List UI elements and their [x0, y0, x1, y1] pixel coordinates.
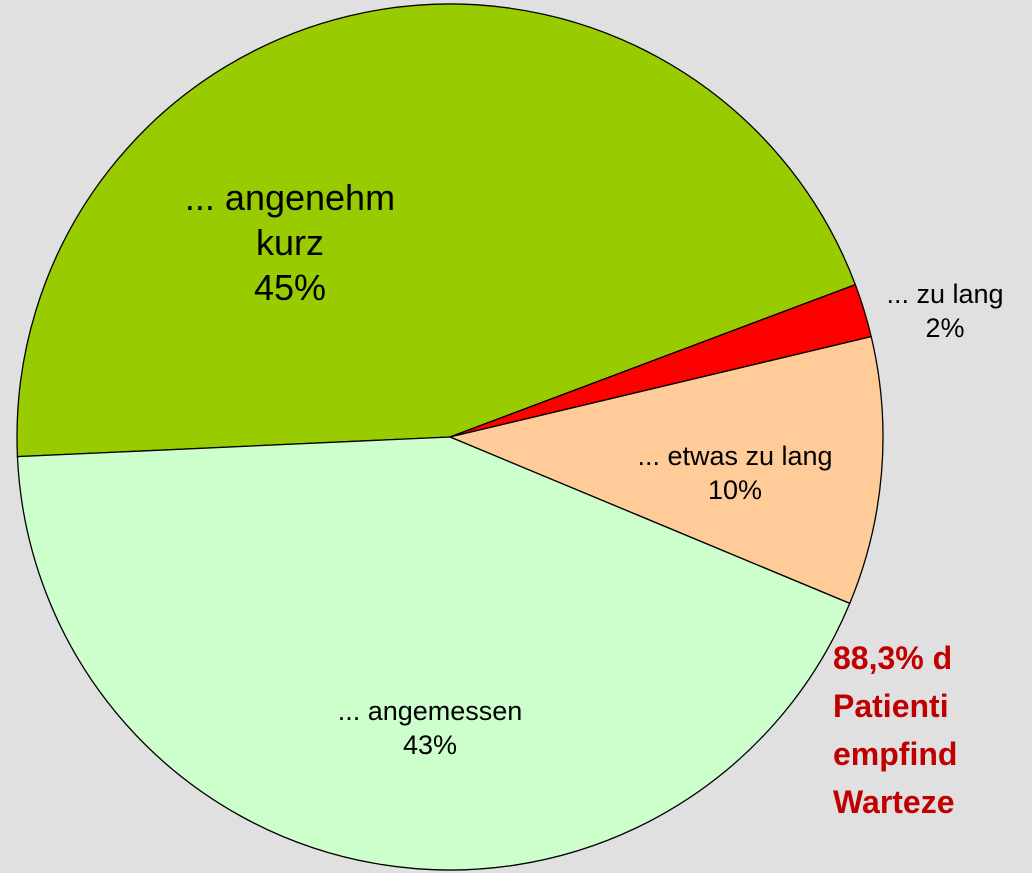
annotation-line: Patienti — [833, 688, 949, 724]
slice-label: ... angenehm kurz 45% — [170, 175, 410, 310]
value-label: 10% — [707, 474, 763, 505]
category-label: ... etwas zu lang — [637, 441, 833, 471]
category-label: ... angenehm kurz — [184, 177, 396, 263]
category-label: ... angemessen — [337, 696, 523, 726]
annotation-line: empfind — [833, 736, 958, 772]
pie-slice — [447, 335, 884, 605]
pie-slice — [16, 3, 857, 458]
category-label: ... zu lang — [886, 279, 1004, 309]
value-label: 43% — [402, 729, 458, 760]
slice-label: ... zu lang 2% — [886, 278, 1003, 346]
annotation-line: 88,3% d — [833, 640, 953, 676]
value-label: 2% — [925, 312, 965, 343]
pie-slice — [16, 436, 851, 871]
value-label: 45% — [253, 267, 327, 308]
slice-label: ... angemessen 43% — [338, 695, 523, 763]
slice-label: ... etwas zu lang 10% — [637, 440, 832, 508]
annotation-line: Warteze — [833, 784, 955, 820]
